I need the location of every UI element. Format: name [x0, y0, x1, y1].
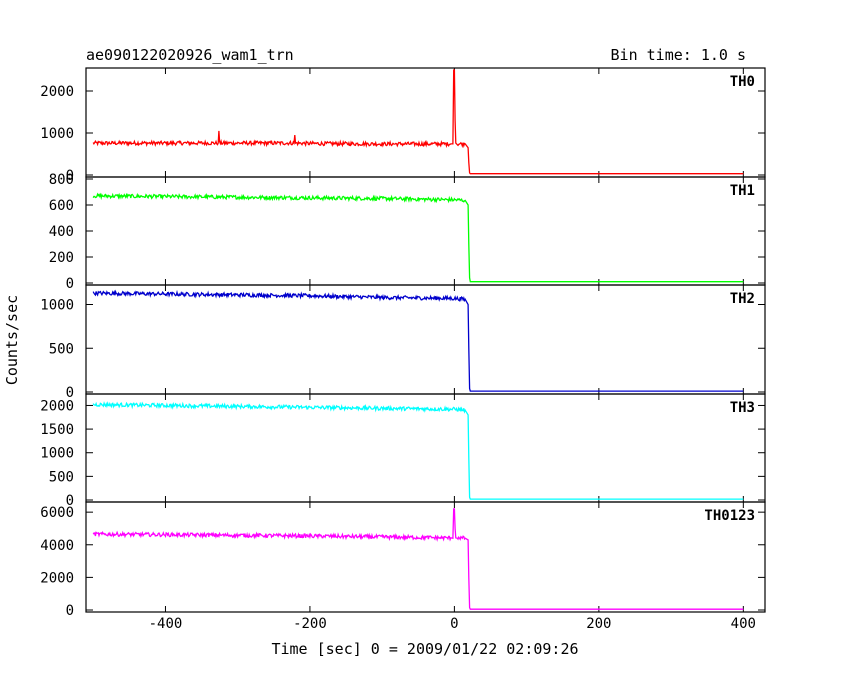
panel-frame-th1: [85, 176, 766, 286]
bin-time-label: Bin time: 1.0 s: [611, 46, 746, 64]
y-tick-label-th0: 2000: [40, 84, 74, 100]
y-tick-label-th3: 0: [66, 493, 74, 509]
y-tick-label-th1: 400: [49, 224, 74, 240]
y-tick-label-th0123: 2000: [40, 570, 74, 586]
y-axis-label: Counts/sec: [3, 295, 21, 385]
x-tick-label: -400: [149, 616, 183, 632]
y-tick-label-th0: 0: [66, 168, 74, 184]
series-line-th0: [92, 69, 744, 175]
x-tick-label: 400: [731, 616, 756, 632]
y-tick-label-th1: 200: [49, 250, 74, 266]
y-tick-label-th1: 0: [66, 276, 74, 292]
panel-label-th3: TH3: [730, 400, 755, 416]
y-tick-label-th1: 800: [49, 172, 74, 188]
y-tick-label-th2: 500: [49, 341, 74, 357]
x-tick-label: -200: [293, 616, 327, 632]
panel-label-th0123: TH0123: [704, 508, 755, 524]
y-tick-label-th3: 2000: [40, 398, 74, 414]
y-tick-label-th0123: 0: [66, 603, 74, 619]
y-tick-label-th0: 1000: [40, 126, 74, 142]
y-tick-label-th0123: 4000: [40, 538, 74, 554]
panel-frame-th2: [85, 284, 766, 395]
panel-label-th1: TH1: [730, 183, 755, 199]
panel-label-th0: TH0: [730, 74, 755, 90]
y-tick-label-th2: 1000: [40, 298, 74, 314]
chart-title: ae090122020926_wam1_trn: [86, 46, 294, 64]
x-tick-label: 200: [586, 616, 611, 632]
series-line-th3: [92, 401, 744, 500]
y-tick-label-th3: 1000: [40, 446, 74, 462]
panel-frame-th0123: [85, 501, 766, 613]
y-tick-label-th2: 0: [66, 385, 74, 401]
series-line-th0123: [92, 508, 744, 610]
x-tick-label: 0: [450, 616, 458, 632]
y-tick-label-th3: 500: [49, 469, 74, 485]
panel-frame-th0: [85, 67, 766, 178]
x-axis-label: Time [sec] 0 = 2009/01/22 02:09:26: [271, 640, 578, 658]
y-tick-label-th3: 1500: [40, 422, 74, 438]
y-tick-label-th1: 600: [49, 198, 74, 214]
panel-label-th2: TH2: [730, 291, 755, 307]
series-line-th1: [92, 192, 744, 283]
series-line-th2: [92, 289, 744, 392]
y-tick-label-th0123: 6000: [40, 505, 74, 521]
